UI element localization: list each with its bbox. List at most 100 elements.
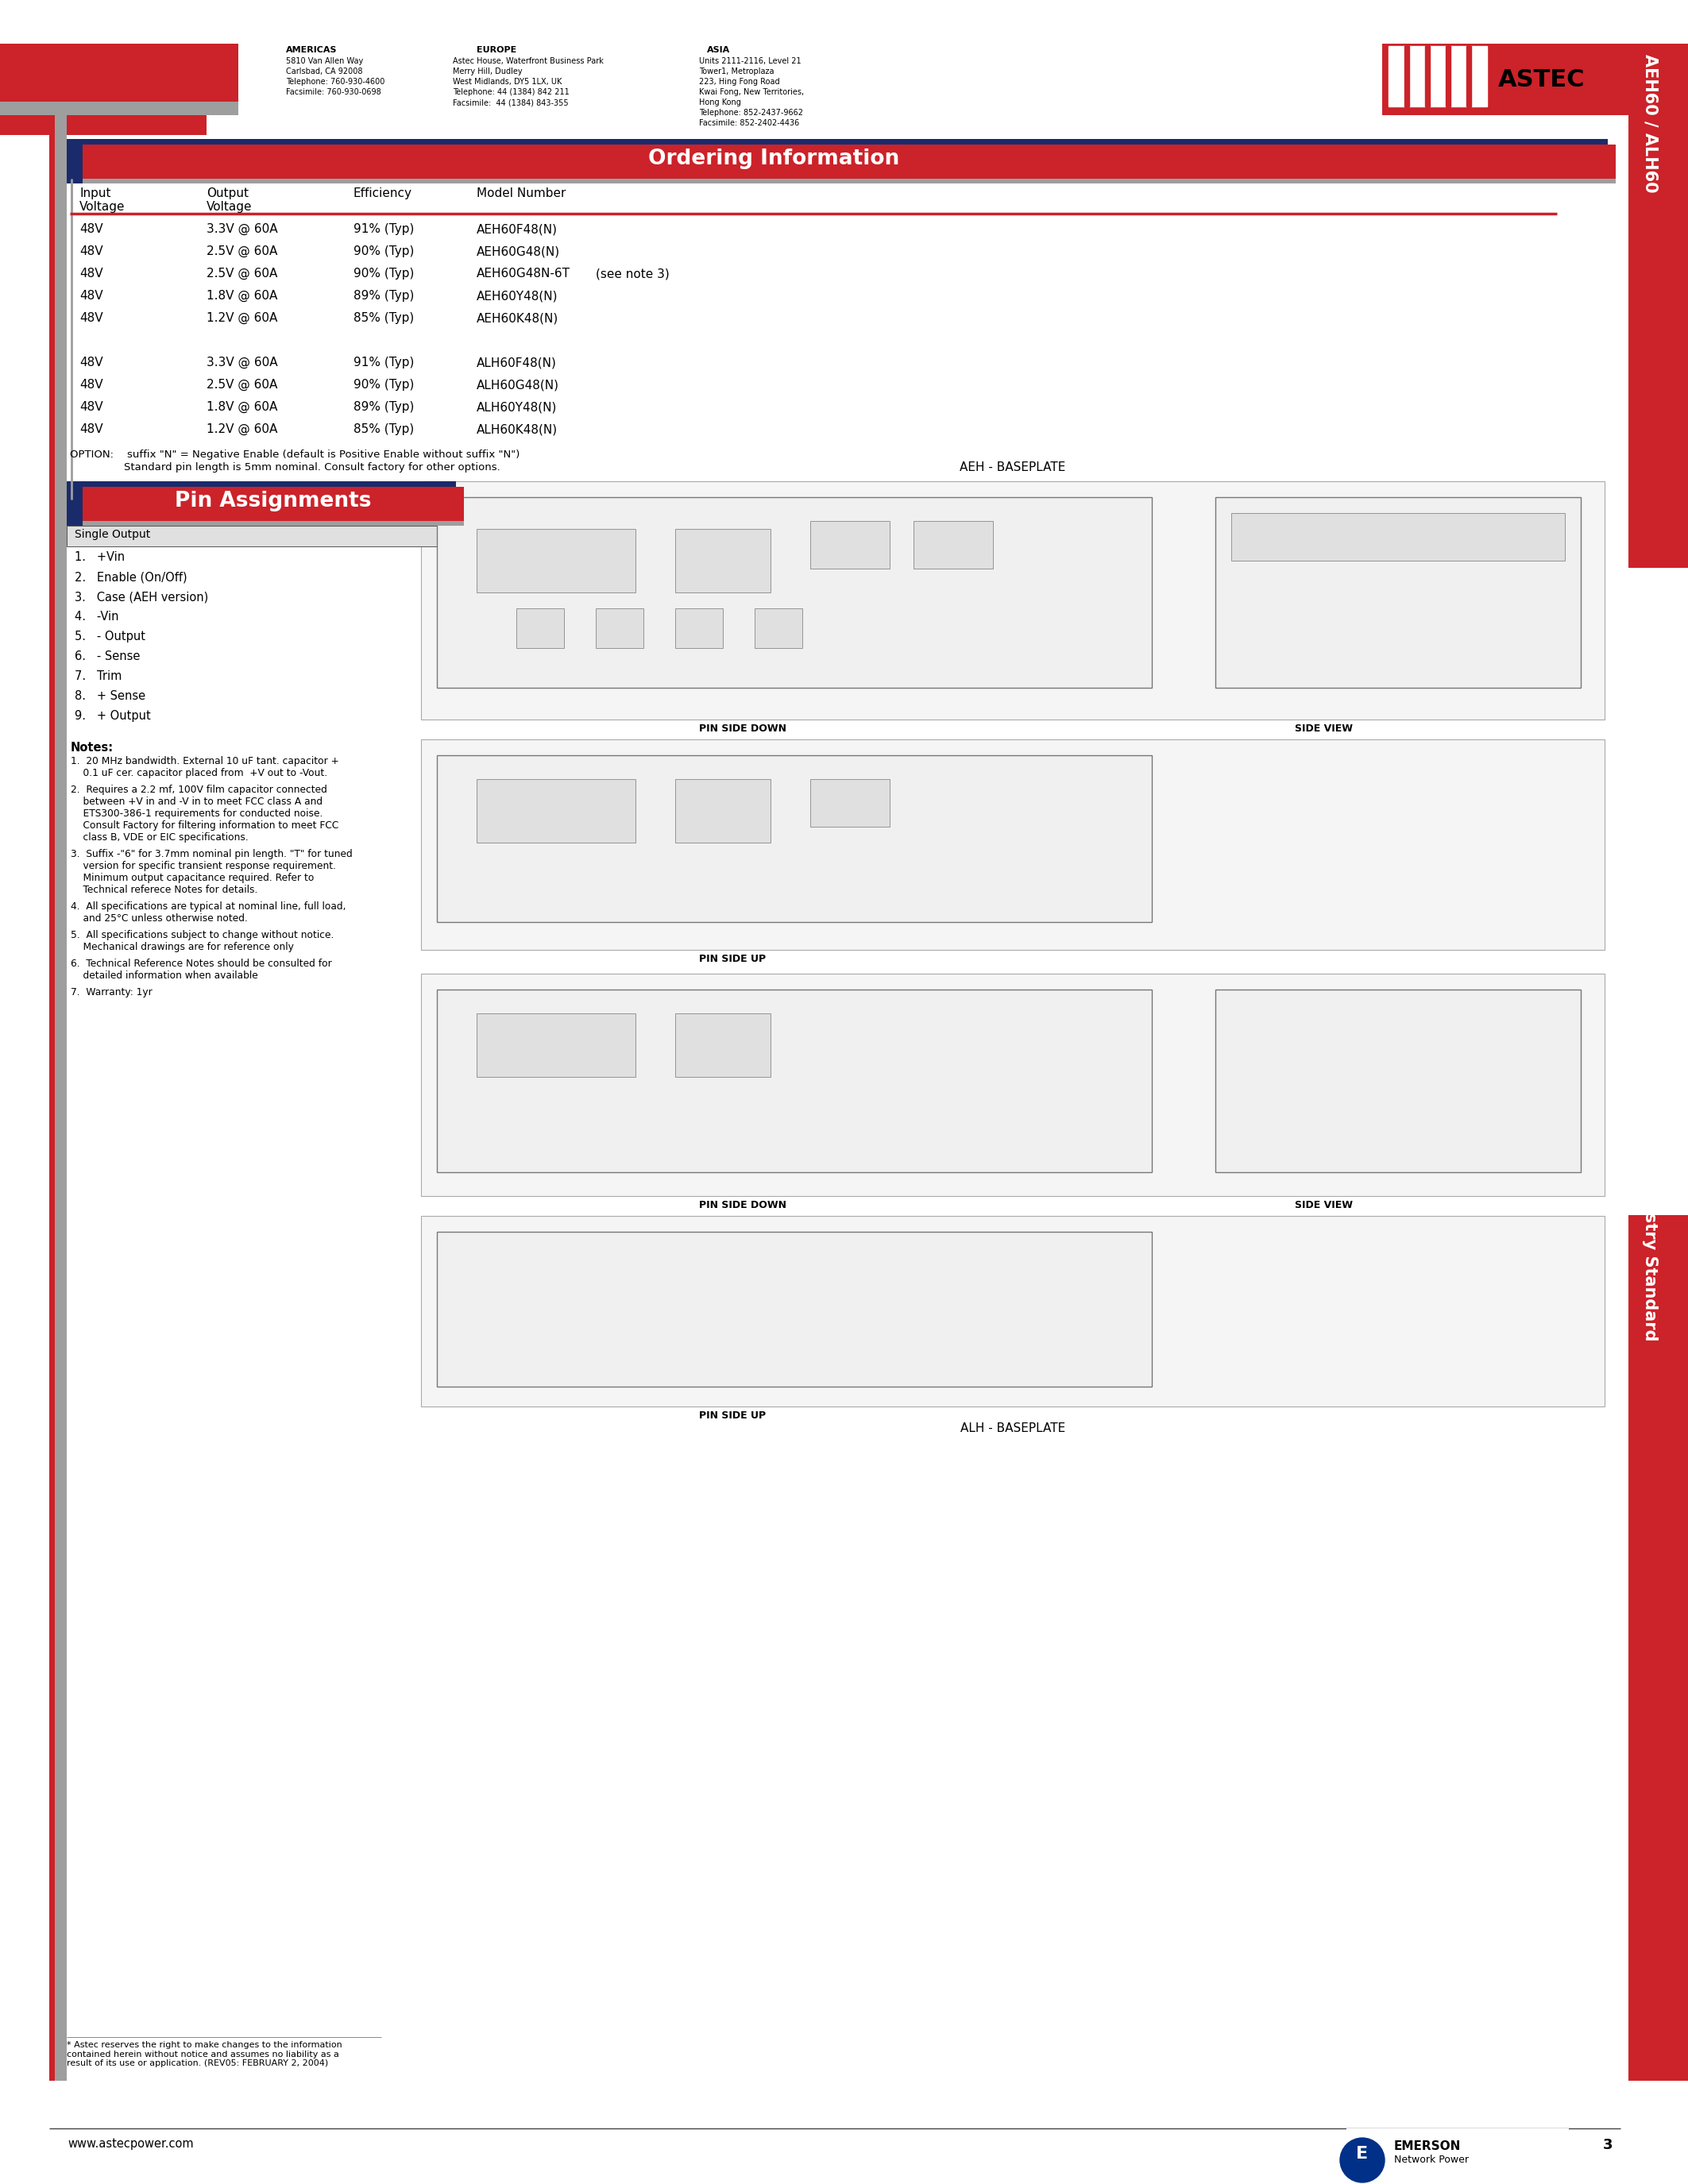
Bar <box>476 780 635 843</box>
Text: 48V: 48V <box>79 312 103 323</box>
Text: 48V: 48V <box>79 402 103 413</box>
Text: Units 2111-2116, Level 21: Units 2111-2116, Level 21 <box>699 57 802 66</box>
Text: 48V: 48V <box>79 356 103 369</box>
Text: 90% (Typ): 90% (Typ) <box>353 269 414 280</box>
Text: 1.  20 MHz bandwidth. External 10 uF tant. capacitor +
    0.1 uF cer. capacitor: 1. 20 MHz bandwidth. External 10 uF tant… <box>71 756 339 778</box>
Bar <box>0 44 206 135</box>
Text: 89% (Typ): 89% (Typ) <box>353 402 414 413</box>
Text: OPTION:    suffix "N" = Negative Enable (default is Positive Enable without suff: OPTION: suffix "N" = Negative Enable (de… <box>69 450 520 461</box>
Polygon shape <box>1445 46 1450 107</box>
Bar <box>675 609 722 649</box>
Bar <box>675 1013 770 1077</box>
Bar <box>68 526 456 546</box>
Bar <box>437 989 1151 1173</box>
Text: www.astecpower.com: www.astecpower.com <box>68 2138 194 2149</box>
Bar <box>437 498 1151 688</box>
Text: EMERSON: EMERSON <box>1394 2140 1462 2151</box>
Bar <box>49 116 54 2081</box>
Text: 85% (Typ): 85% (Typ) <box>353 424 414 435</box>
Bar <box>420 1216 1605 1406</box>
Text: Model Number: Model Number <box>476 188 565 199</box>
Bar <box>420 974 1605 1197</box>
Text: 48V: 48V <box>79 378 103 391</box>
Text: AEH60Y48(N): AEH60Y48(N) <box>476 290 559 301</box>
Text: 223, Hing Fong Road: 223, Hing Fong Road <box>699 79 780 85</box>
Text: EUROPE: EUROPE <box>476 46 517 55</box>
Text: AEH60F48(N): AEH60F48(N) <box>476 223 557 236</box>
Text: PIN SIDE UP: PIN SIDE UP <box>699 1411 766 1422</box>
Bar <box>810 522 890 568</box>
Text: ASIA: ASIA <box>707 46 731 55</box>
Text: 3: 3 <box>1602 2138 1612 2151</box>
Polygon shape <box>1430 46 1445 107</box>
Text: SIDE VIEW: SIDE VIEW <box>1295 723 1352 734</box>
Text: 90% (Typ): 90% (Typ) <box>353 245 414 258</box>
Text: Hong Kong: Hong Kong <box>699 98 741 107</box>
Bar <box>1215 989 1580 1173</box>
Text: PIN SIDE UP: PIN SIDE UP <box>699 954 766 963</box>
Bar <box>675 780 770 843</box>
Bar <box>437 1232 1151 1387</box>
Bar <box>68 140 1607 183</box>
Text: Tower1, Metroplaza: Tower1, Metroplaza <box>699 68 775 76</box>
Text: 3.3V @ 60A: 3.3V @ 60A <box>206 356 279 369</box>
Bar <box>810 780 890 828</box>
Text: Pin Assignments: Pin Assignments <box>176 491 371 511</box>
Text: PIN SIDE DOWN: PIN SIDE DOWN <box>699 1199 787 1210</box>
Text: 2.   Enable (On/Off): 2. Enable (On/Off) <box>74 570 187 583</box>
Bar <box>675 529 770 592</box>
Text: 1.   +Vin: 1. +Vin <box>74 550 125 563</box>
Text: 2.  Requires a 2.2 mf, 100V film capacitor connected
    between +V in and -V in: 2. Requires a 2.2 mf, 100V film capacito… <box>71 784 339 843</box>
Text: 90% (Typ): 90% (Typ) <box>353 378 414 391</box>
Text: Output
Voltage: Output Voltage <box>206 188 252 214</box>
Text: ALH60K48(N): ALH60K48(N) <box>476 424 557 435</box>
Text: AMERICAS: AMERICAS <box>285 46 338 55</box>
Text: Kwai Fong, New Territories,: Kwai Fong, New Territories, <box>699 87 803 96</box>
Text: AEH60G48N-6T: AEH60G48N-6T <box>476 269 571 280</box>
Text: 1.2V @ 60A: 1.2V @ 60A <box>206 312 277 323</box>
Bar <box>238 44 1382 116</box>
Bar <box>420 480 1605 719</box>
Bar <box>913 522 993 568</box>
Text: 89% (Typ): 89% (Typ) <box>353 290 414 301</box>
Bar <box>83 179 1615 183</box>
Bar <box>1382 44 1688 116</box>
Bar <box>68 480 456 526</box>
Text: 1.2V @ 60A: 1.2V @ 60A <box>206 424 277 435</box>
Text: Facsimile: 760-930-0698: Facsimile: 760-930-0698 <box>285 87 381 96</box>
Polygon shape <box>1472 46 1487 107</box>
Text: Ordering Information: Ordering Information <box>648 149 900 168</box>
Text: ALH60Y48(N): ALH60Y48(N) <box>476 402 557 413</box>
Bar <box>755 609 802 649</box>
Text: 3.  Suffix -"6" for 3.7mm nominal pin length. "T" for tuned
    version for spec: 3. Suffix -"6" for 3.7mm nominal pin len… <box>71 850 353 895</box>
Text: Astec House, Waterfront Business Park: Astec House, Waterfront Business Park <box>452 57 604 66</box>
Text: Facsimile: 852-2402-4436: Facsimile: 852-2402-4436 <box>699 120 800 127</box>
Bar <box>83 487 464 522</box>
Text: SIDE VIEW: SIDE VIEW <box>1295 1199 1352 1210</box>
Text: 3.3V @ 60A: 3.3V @ 60A <box>206 223 279 236</box>
Text: Standard pin length is 5mm nominal. Consult factory for other options.: Standard pin length is 5mm nominal. Cons… <box>69 463 500 472</box>
Bar <box>476 1013 635 1077</box>
Text: Telephone: 852-2437-9662: Telephone: 852-2437-9662 <box>699 109 803 116</box>
Text: PIN SIDE DOWN: PIN SIDE DOWN <box>699 723 787 734</box>
Text: ASTEC: ASTEC <box>1499 68 1585 92</box>
Bar <box>476 529 635 592</box>
Text: 8.   + Sense: 8. + Sense <box>74 690 145 701</box>
Bar <box>517 609 564 649</box>
Bar <box>0 0 1688 44</box>
Text: 48V: 48V <box>79 424 103 435</box>
Text: 6.  Technical Reference Notes should be consulted for
    detailed information w: 6. Technical Reference Notes should be c… <box>71 959 333 981</box>
Text: 7.   Trim: 7. Trim <box>74 670 122 681</box>
Text: ALH60G48(N): ALH60G48(N) <box>476 378 559 391</box>
Text: Input
Voltage: Input Voltage <box>79 188 125 214</box>
Polygon shape <box>1404 46 1409 107</box>
Text: 5.   - Output: 5. - Output <box>74 631 145 642</box>
Text: 5810 Van Allen Way: 5810 Van Allen Way <box>285 57 363 66</box>
Text: * Astec reserves the right to make changes to the information
contained herein w: * Astec reserves the right to make chang… <box>68 2042 343 2068</box>
Text: ALH - BASEPLATE: ALH - BASEPLATE <box>960 1422 1065 1435</box>
Text: 3.   Case (AEH version): 3. Case (AEH version) <box>74 592 208 603</box>
Text: 1.8V @ 60A: 1.8V @ 60A <box>206 402 277 413</box>
Text: 6.   - Sense: 6. - Sense <box>74 651 140 662</box>
Polygon shape <box>1450 46 1467 107</box>
Text: 48V: 48V <box>79 269 103 280</box>
